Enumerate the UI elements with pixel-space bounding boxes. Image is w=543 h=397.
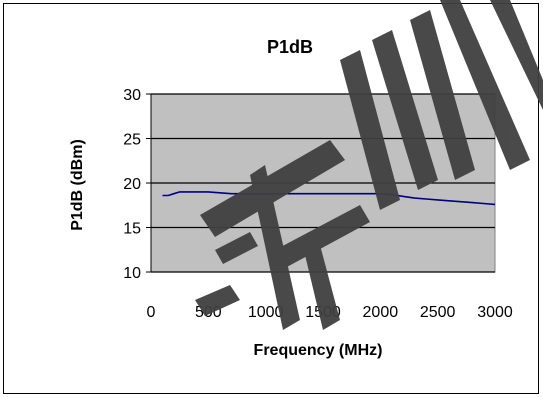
y-axis-label: P1dB (dBm) (69, 139, 86, 231)
x-tick-label: 2000 (363, 304, 399, 321)
watermark-stroke (200, 140, 345, 237)
y-axis-ticks: 10 15 20 25 30 (123, 87, 141, 282)
watermark-stroke (305, 245, 340, 330)
x-tick-label: 3000 (477, 304, 513, 321)
x-tick-label: 1000 (248, 304, 284, 321)
y-tick-label: 30 (123, 87, 141, 104)
y-tick-label: 10 (123, 265, 141, 282)
watermark-stroke (250, 165, 300, 330)
watermark-stroke (410, 10, 475, 180)
series-line-0 (162, 191, 496, 206)
watermark-stroke (440, 0, 530, 170)
x-tick-label: 0 (147, 304, 156, 321)
y-tick-label: 15 (123, 221, 141, 238)
y-tick-label: 25 (123, 132, 141, 149)
x-axis-label: Frequency (MHz) (254, 342, 383, 359)
watermark-logo (195, 0, 543, 330)
chart-title: P1dB (267, 37, 313, 57)
watermark-stroke (195, 285, 240, 316)
watermark-stroke (340, 50, 400, 210)
watermark-stroke (275, 205, 370, 268)
watermark-stroke (215, 232, 258, 264)
y-tick-label: 20 (123, 176, 141, 193)
x-tick-label: 2500 (420, 304, 456, 321)
watermark-stroke (372, 30, 438, 190)
watermark-stroke (490, 0, 543, 110)
